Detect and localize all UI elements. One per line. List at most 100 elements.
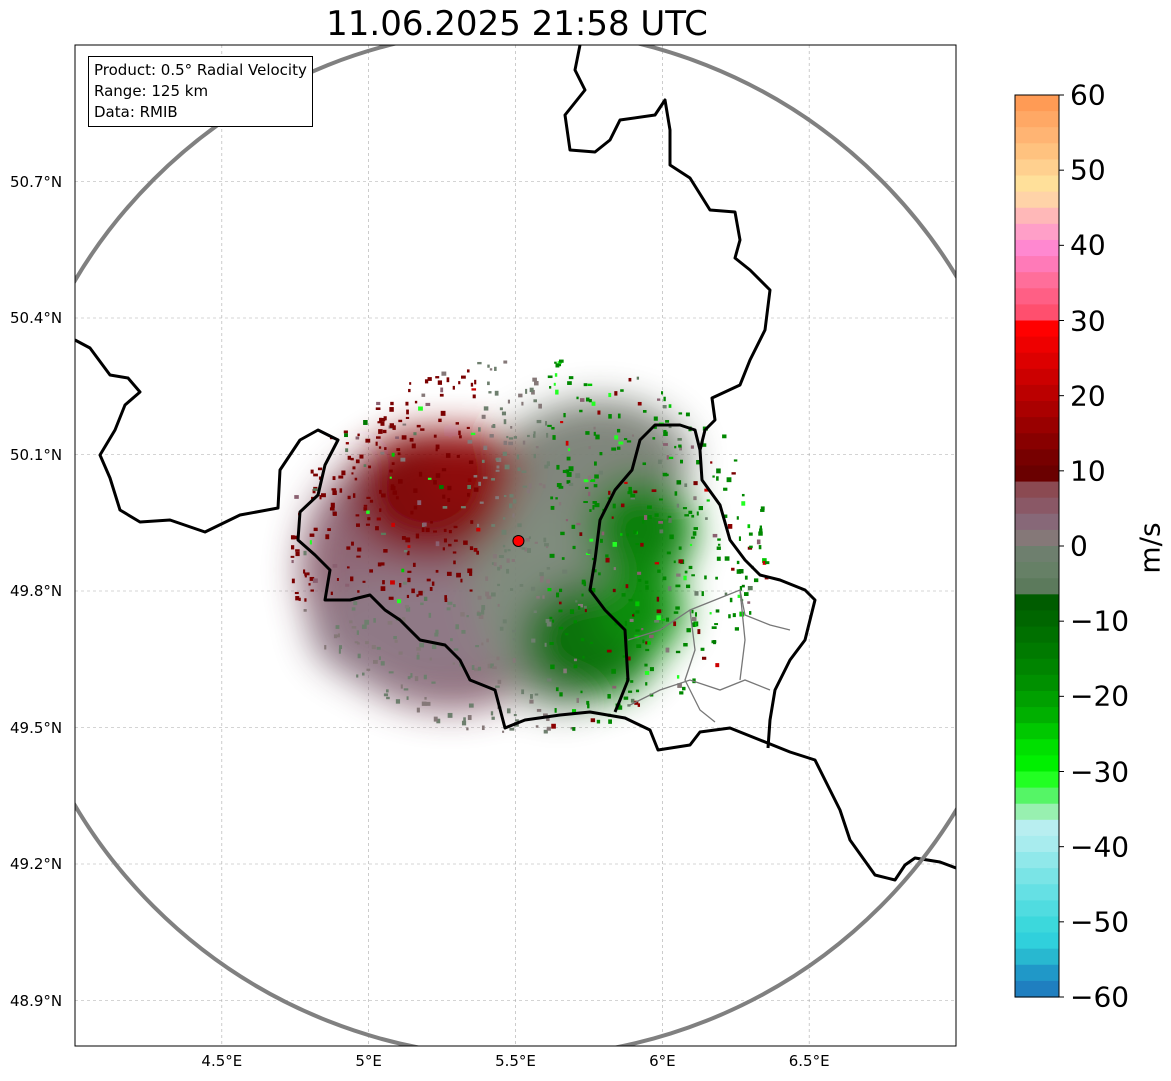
- echo-pixel: [559, 692, 563, 697]
- echo-pixel: [309, 533, 315, 537]
- echo-pixel: [529, 694, 533, 699]
- echo-pixel: [678, 412, 683, 415]
- echo-pixel: [494, 366, 497, 371]
- colorbar-band: [1015, 352, 1059, 370]
- echo-pixel: [490, 663, 494, 669]
- echo-pixel: [562, 469, 567, 474]
- echo-pixel: [683, 642, 688, 647]
- echo-pixel: [406, 550, 410, 556]
- echo-pixel: [450, 638, 453, 642]
- echo-pixel: [738, 536, 741, 541]
- plot-title: 11.06.2025 21:58 UTC: [326, 4, 708, 44]
- echo-pixel: [347, 455, 352, 460]
- echo-pixel: [693, 527, 698, 530]
- echo-pixel: [456, 572, 461, 578]
- echo-pixel: [525, 388, 528, 394]
- echo-pixel: [722, 514, 728, 518]
- echo-pixel: [517, 467, 521, 472]
- info-data-source: Data: RMIB: [94, 103, 178, 121]
- echo-pixel: [587, 475, 591, 480]
- echo-pixel: [549, 642, 554, 645]
- colorbar-tick-label: 10: [1070, 454, 1106, 488]
- echo-pixel: [753, 578, 759, 583]
- echo-pixel: [303, 550, 307, 556]
- echo-pixel: [380, 586, 386, 591]
- echo-pixel: [665, 420, 670, 423]
- echo-pixel: [625, 656, 631, 661]
- echo-pixel: [478, 427, 481, 432]
- echo-pixel: [390, 580, 395, 585]
- echo-pixel: [577, 605, 581, 610]
- echo-pixel: [414, 400, 418, 404]
- echo-pixel: [760, 506, 765, 511]
- echo-pixel: [421, 527, 425, 532]
- echo-pixel: [759, 525, 762, 530]
- echo-pixel: [382, 429, 387, 434]
- echo-pixel: [626, 533, 630, 537]
- echo-pixel: [556, 592, 560, 598]
- echo-pixel: [690, 445, 694, 449]
- echo-pixel: [392, 490, 397, 495]
- echo-pixel: [356, 642, 360, 645]
- echo-pixel: [472, 394, 476, 399]
- echo-pixel: [710, 461, 713, 464]
- echo-pixel: [580, 638, 585, 642]
- echo-pixel: [380, 421, 385, 426]
- colorbar-band: [1015, 465, 1059, 483]
- echo-pixel: [582, 655, 585, 659]
- echo-pixel: [431, 681, 436, 684]
- echo-pixel: [508, 441, 514, 446]
- colorbar-band: [1015, 513, 1059, 531]
- colorbar-band: [1015, 191, 1059, 209]
- echo-pixel: [749, 545, 753, 549]
- echo-pixel: [503, 495, 507, 498]
- echo-pixel: [447, 485, 452, 491]
- echo-pixel: [426, 578, 431, 582]
- echo-pixel: [617, 705, 623, 710]
- echo-pixel: [558, 609, 563, 613]
- echo-pixel: [380, 661, 385, 666]
- echo-pixel: [658, 521, 663, 524]
- echo-pixel: [357, 653, 361, 659]
- echo-pixel: [403, 550, 408, 553]
- colorbar-tick-label: −20: [1070, 679, 1130, 713]
- echo-pixel: [535, 725, 539, 728]
- echo-pixel: [352, 493, 356, 498]
- echo-pixel: [398, 419, 403, 423]
- echo-pixel: [739, 586, 743, 591]
- echo-pixel: [651, 489, 657, 493]
- colorbar-band: [1015, 127, 1059, 144]
- echo-pixel: [583, 383, 588, 387]
- colorbar-tick-label: −30: [1070, 755, 1130, 788]
- echo-pixel: [665, 647, 670, 653]
- echo-pixel: [375, 407, 381, 410]
- colorbar-band: [1015, 642, 1059, 660]
- echo-pixel: [356, 523, 360, 527]
- echo-pixel: [593, 461, 597, 466]
- echo-pixel: [565, 469, 570, 474]
- echo-pixel: [390, 401, 394, 406]
- echo-pixel: [662, 576, 667, 581]
- echo-pixel: [453, 525, 458, 529]
- echo-pixel: [543, 729, 548, 734]
- echo-pixel: [631, 434, 635, 437]
- echo-pixel: [697, 629, 701, 635]
- echo-pixel: [407, 570, 412, 573]
- echo-pixel: [538, 483, 543, 486]
- echo-pixel: [350, 457, 354, 461]
- echo-pixel: [491, 562, 495, 565]
- echo-pixel: [447, 498, 451, 503]
- echo-pixel: [427, 477, 432, 480]
- echo-pixel: [453, 539, 458, 542]
- echo-pixel: [662, 443, 668, 446]
- echo-pixel: [747, 585, 753, 591]
- echo-pixel: [361, 624, 367, 629]
- echo-pixel: [435, 376, 440, 379]
- echo-pixel: [392, 425, 396, 430]
- echo-pixel: [724, 592, 728, 596]
- echo-pixel: [510, 426, 513, 429]
- radar-site-marker: [512, 534, 525, 547]
- echo-pixel: [715, 576, 718, 580]
- echo-pixel: [612, 685, 617, 689]
- echo-pixel: [384, 447, 387, 450]
